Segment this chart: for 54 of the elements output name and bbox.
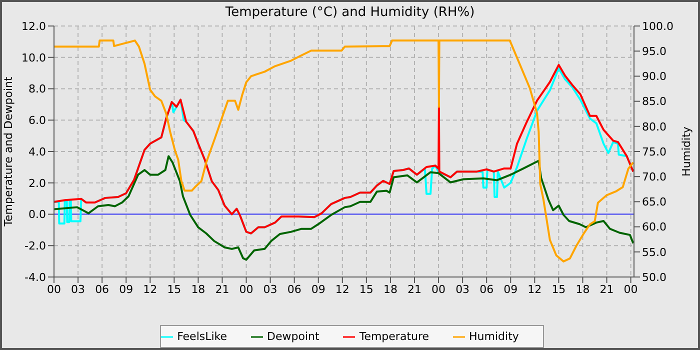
x-tick-label: 00	[239, 282, 254, 296]
x-tick-label: 09	[119, 282, 134, 296]
x-tick-label: 00	[624, 282, 638, 296]
legend-label: Humidity	[469, 330, 519, 343]
x-tick-label: 06	[480, 282, 494, 296]
y-tick-label: 12.0	[22, 20, 46, 33]
x-tick-label: 03	[71, 282, 86, 296]
x-tick-label: 21	[215, 282, 230, 296]
x-tick-label: 15	[552, 282, 566, 296]
x-tick-label: 18	[191, 282, 206, 296]
y2-axis-title: Humidity	[680, 126, 693, 176]
legend-label: Temperature	[359, 330, 430, 343]
x-tick-label: 09	[311, 282, 326, 296]
x-tick-label: 18	[383, 282, 398, 296]
x-tick-label: 15	[167, 282, 182, 296]
x-tick-label: 12	[143, 282, 158, 296]
x-tick-label: 12	[528, 282, 542, 296]
x-tick-label: 03	[263, 282, 278, 296]
y2-tick-label: 55.0	[642, 246, 666, 259]
y-tick-label: -2.0	[24, 240, 46, 253]
y2-tick-label: 65.0	[642, 196, 666, 209]
x-tick-label: 12	[335, 282, 350, 296]
chart-title: Temperature (°C) and Humidity (RH%)	[224, 5, 476, 20]
y-tick-label: -4.0	[24, 270, 46, 284]
x-tick-label: 09	[504, 282, 518, 296]
y2-tick-label: 80.0	[642, 120, 666, 134]
line-series	[54, 40, 634, 262]
y2-tick-label: 50.0	[642, 270, 666, 284]
line-series	[54, 155, 634, 261]
y2-tick-label: 95.0	[642, 45, 666, 58]
y-tick-label: 8.0	[28, 82, 46, 96]
x-tick-label: 03	[456, 282, 470, 296]
x-tick-label: 18	[576, 282, 590, 296]
y-tick-label: 2.0	[28, 176, 46, 190]
x-tick-label: 21	[407, 282, 422, 296]
y2-tick-label: 75.0	[642, 145, 666, 158]
legend-label: Dewpoint	[267, 330, 320, 343]
y2-tick-label: 90.0	[642, 70, 666, 84]
y2-tick-label: 70.0	[642, 170, 666, 184]
x-tick-label: 21	[600, 282, 614, 296]
x-tick-label: 06	[95, 282, 110, 296]
x-tick-label: 00	[47, 282, 61, 296]
x-tick-label: 06	[287, 282, 302, 296]
x-tick-label: 15	[359, 282, 374, 296]
x-tick-label: 00	[432, 282, 446, 296]
y2-tick-label: 60.0	[642, 220, 666, 234]
y-tick-label: 4.0	[28, 145, 46, 158]
y-tick-label: 6.0	[28, 114, 46, 128]
y-tick-label: 0.0	[28, 208, 46, 222]
y2-tick-label: 100.0	[642, 20, 674, 33]
y2-tick-label: 85.0	[642, 95, 666, 108]
y-axis-title: Temperature and Dewpoint	[2, 76, 15, 228]
legend-label: FeelsLike	[177, 330, 228, 343]
y-tick-label: 10.0	[22, 51, 46, 64]
